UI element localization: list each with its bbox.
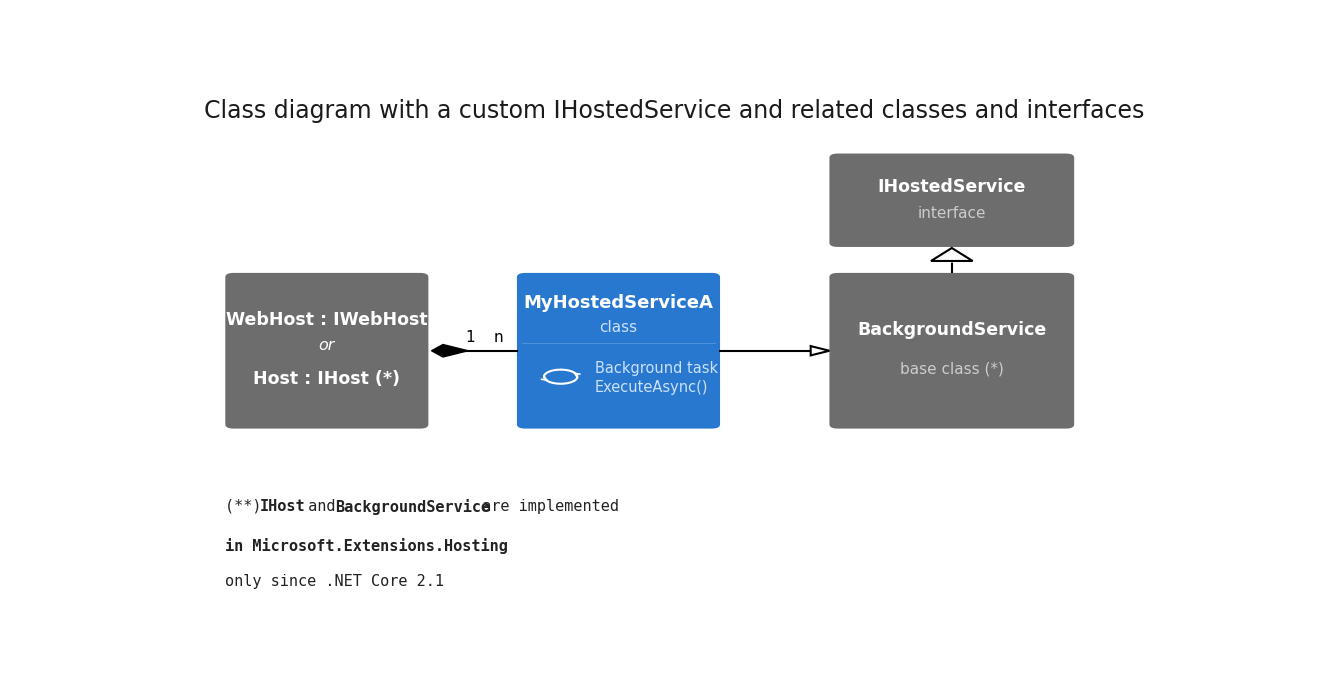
Text: base class (*): base class (*) [900,361,1004,376]
Text: (**): (**) [226,499,271,514]
FancyBboxPatch shape [829,273,1074,429]
Text: or: or [319,338,335,353]
FancyBboxPatch shape [829,154,1074,247]
Polygon shape [931,248,973,261]
Text: and: and [300,499,345,514]
Text: interface: interface [918,206,986,220]
Text: BackgroundService: BackgroundService [857,321,1047,339]
Text: in Microsoft.Extensions.Hosting: in Microsoft.Extensions.Hosting [226,538,508,553]
Text: Host : IHost (*): Host : IHost (*) [254,370,401,388]
Text: MyHostedServiceA: MyHostedServiceA [524,294,714,312]
Text: Background task: Background task [595,361,718,376]
Text: WebHost : IWebHost: WebHost : IWebHost [226,311,427,329]
Text: ExecuteAsync(): ExecuteAsync() [595,379,708,394]
Polygon shape [431,344,468,357]
Text: 1: 1 [465,330,474,345]
Text: IHostedService: IHostedService [878,178,1025,196]
Text: are implemented: are implemented [473,499,620,514]
Text: IHost: IHost [259,499,305,514]
Text: class: class [599,320,637,335]
FancyBboxPatch shape [517,273,720,429]
Text: Class diagram with a custom IHostedService and related classes and interfaces: Class diagram with a custom IHostedServi… [204,99,1145,123]
Text: only since .NET Core 2.1: only since .NET Core 2.1 [226,574,445,589]
Polygon shape [810,346,829,355]
FancyBboxPatch shape [226,273,429,429]
Text: BackgroundService: BackgroundService [335,499,489,515]
Text: n: n [493,330,503,345]
